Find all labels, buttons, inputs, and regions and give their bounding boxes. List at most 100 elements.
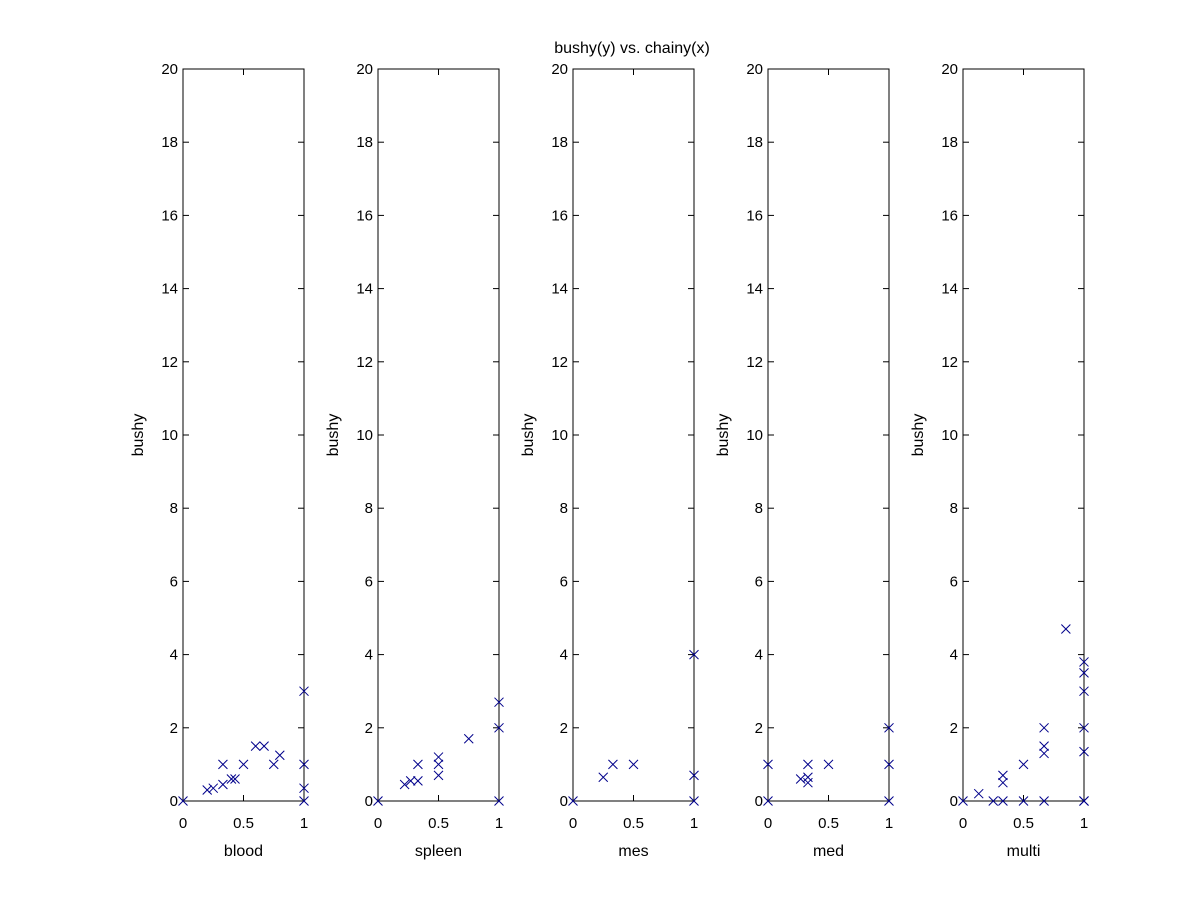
panel-1-ytick-label: 18 — [161, 134, 178, 151]
panel-5-data-point — [1060, 624, 1071, 634]
panel-4-data-point — [884, 796, 894, 806]
panel-1-ytick-label: 20 — [161, 61, 178, 78]
panel-4-xtick-label: 0.5 — [818, 815, 839, 832]
panel-1-ytick-label: 8 — [170, 500, 178, 517]
panel-4-data-point — [763, 759, 773, 770]
panel-2-data-point — [405, 776, 416, 786]
panel-3-ytick-label: 10 — [551, 427, 568, 444]
panel-4-axes-box — [767, 68, 890, 802]
panel-5-data-point — [1039, 796, 1049, 806]
panel-1-ylabel: bushy — [130, 414, 147, 457]
panel-1-ytick-label: 6 — [170, 573, 178, 590]
panel-3-axes-box — [572, 68, 695, 802]
panel-4-data-point — [884, 759, 894, 770]
panel-1-data-point — [299, 686, 309, 697]
panel-3-ylabel: bushy — [520, 414, 537, 457]
panel-4-data-point — [803, 759, 813, 770]
panel-3-xlabel: mes — [618, 843, 648, 860]
panel-4-ytick-label: 2 — [755, 720, 763, 737]
panel-1-data-point — [238, 759, 249, 770]
panel-1-data-point — [299, 783, 309, 794]
panel-1-axes-box — [182, 68, 305, 802]
panel-1-data-point — [268, 759, 279, 770]
panel-3-ytick-label: 8 — [560, 500, 568, 517]
panel-4-ytick-label: 4 — [755, 647, 763, 664]
panel-1-data-point — [274, 750, 285, 761]
panel-1-ytick-label: 2 — [170, 720, 178, 737]
panel-2-xtick-label: 0 — [374, 815, 382, 832]
panel-5-ylabel: bushy — [910, 414, 927, 457]
panel-1-data-point — [230, 774, 240, 784]
panel-2-data-point — [433, 770, 444, 781]
panel-4-ytick-label: 12 — [746, 354, 763, 371]
panel-1-ytick-label: 14 — [161, 281, 178, 298]
panel-2-ylabel: bushy — [325, 414, 342, 457]
panel-3-data-point — [689, 649, 699, 660]
panel-3-xtick-label: 0.5 — [623, 815, 644, 832]
panel-3-ytick-label: 14 — [551, 281, 568, 298]
panel-5-data-point — [988, 796, 999, 806]
panel-5-data-point — [1079, 796, 1089, 806]
panel-2-ytick-label: 4 — [365, 647, 373, 664]
panel-5-data-point — [1039, 748, 1049, 759]
panel-4-ytick-label: 20 — [746, 61, 763, 78]
panel-1-xlabel: blood — [224, 843, 263, 860]
panel-2-xlabel: spleen — [415, 843, 462, 860]
panel-2-ytick-label: 0 — [365, 793, 373, 810]
panel-3-ytick-label: 16 — [551, 207, 568, 224]
panel-1-data-point — [208, 783, 219, 794]
panel-2-ytick-label: 6 — [365, 573, 373, 590]
panel-5-data-point — [998, 777, 1008, 788]
panel-4-ylabel: bushy — [715, 414, 732, 457]
panel-5-data-point — [1079, 746, 1089, 757]
panel-1-data-point — [218, 759, 228, 770]
panel-2-data-point — [373, 796, 383, 806]
panel-3-ytick-label: 0 — [560, 793, 568, 810]
panel-5-ytick-label: 4 — [950, 647, 958, 664]
panel-2-data-point — [413, 776, 423, 786]
panel-2-data-point — [494, 722, 504, 733]
panel-2-data-point — [433, 759, 444, 770]
panel-2-ytick-label: 14 — [356, 281, 373, 298]
panel-4-ytick-label: 14 — [746, 281, 763, 298]
panel-5-axes-box — [962, 68, 1085, 802]
panel-5-data-point — [1079, 657, 1089, 667]
panel-3-data-point — [689, 796, 699, 806]
panel-3-ytick-label: 20 — [551, 61, 568, 78]
panel-5-ytick-label: 20 — [941, 61, 958, 78]
panel-5-xtick-label: 1 — [1080, 815, 1088, 832]
panel-5-ytick-label: 18 — [941, 134, 958, 151]
panel-1-data-point — [178, 796, 188, 806]
panel-5-ytick-label: 14 — [941, 281, 958, 298]
panel-2-xtick-label: 0.5 — [428, 815, 449, 832]
panel-2-data-point — [494, 796, 504, 806]
panel-5-data-point — [1039, 741, 1049, 751]
panel-5-ytick-label: 8 — [950, 500, 958, 517]
panel-1-data-point — [250, 741, 261, 751]
panel-5-ytick-label: 0 — [950, 793, 958, 810]
panel-4-ytick-label: 16 — [746, 207, 763, 224]
panel-5-xtick-label: 0 — [959, 815, 967, 832]
panel-1-ytick-label: 10 — [161, 427, 178, 444]
panel-5-ytick-label: 12 — [941, 354, 958, 371]
panel-2-xtick-label: 1 — [495, 815, 503, 832]
panel-1-xtick-label: 0.5 — [233, 815, 254, 832]
panel-5-ytick-label: 16 — [941, 207, 958, 224]
panel-3-ytick-label: 4 — [560, 647, 568, 664]
panel-5-data-point — [1079, 686, 1089, 697]
panel-2-axes-box — [377, 68, 500, 802]
panel-4-data-point — [795, 774, 806, 784]
panel-4-xtick-label: 1 — [885, 815, 893, 832]
panel-1-ytick-label: 0 — [170, 793, 178, 810]
panel-5-data-point — [1079, 668, 1089, 678]
panel-2-ytick-label: 18 — [356, 134, 373, 151]
panel-1-ytick-label: 16 — [161, 207, 178, 224]
panel-2-ytick-label: 12 — [356, 354, 373, 371]
panel-3-ytick-label: 18 — [551, 134, 568, 151]
panel-5-ytick-label: 6 — [950, 573, 958, 590]
panel-1-data-point — [202, 785, 213, 795]
panel-4-ytick-label: 8 — [755, 500, 763, 517]
panel-5-ytick-label: 10 — [941, 427, 958, 444]
